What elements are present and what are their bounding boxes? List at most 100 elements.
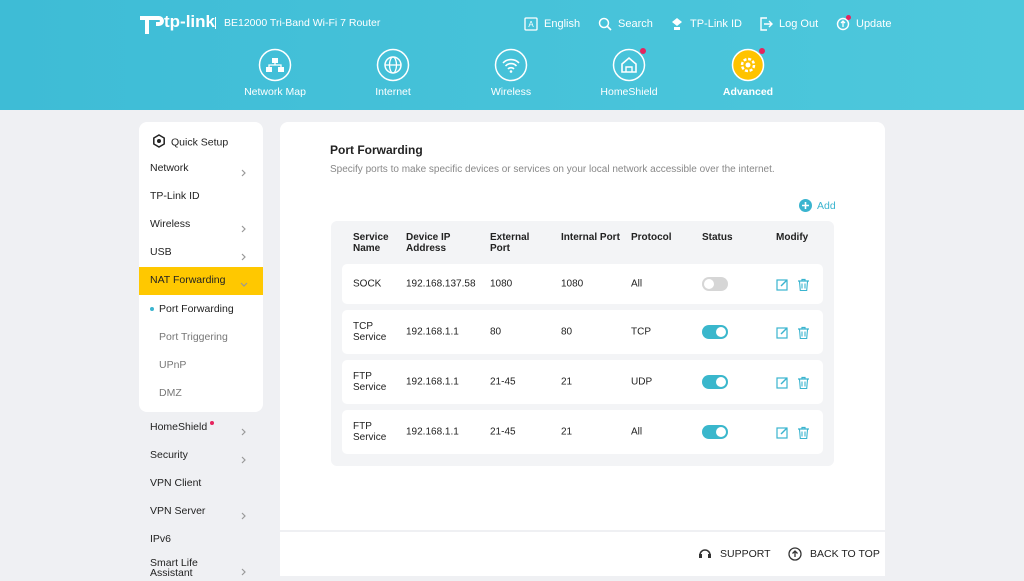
top-link-icon	[670, 17, 684, 31]
sidebar-item[interactable]: USB	[150, 246, 172, 258]
delete-icon[interactable]	[797, 326, 810, 344]
nav-tab-icon-part	[509, 70, 513, 73]
chevron-part	[241, 512, 246, 520]
quick-setup-icon-part	[157, 139, 161, 143]
column-header: Status	[702, 232, 733, 243]
table-cell: All	[631, 426, 643, 438]
table-cell: FTP Service	[353, 371, 387, 393]
sidebar-item[interactable]: Quick Setup	[150, 134, 228, 151]
status-toggle[interactable]	[702, 277, 728, 291]
top-link-icon-part	[672, 18, 682, 30]
table-cell: 21	[561, 376, 573, 388]
nav-tab-icon-part	[740, 57, 756, 73]
edit-icon-part	[780, 327, 788, 335]
status-toggle[interactable]	[702, 425, 728, 439]
sidebar-label: Wireless	[150, 218, 191, 230]
delete-icon-part	[798, 326, 809, 340]
nav-tab-label: Network Map	[244, 86, 306, 98]
top-link[interactable]: A English	[524, 16, 580, 32]
top-icon	[788, 547, 802, 561]
nav-tab-icon-part	[376, 48, 410, 82]
status-toggle[interactable]	[702, 375, 728, 389]
nav-tab[interactable]: Advanced	[693, 48, 803, 98]
edit-icon-part	[776, 427, 788, 439]
sidebar-item[interactable]: Security	[150, 449, 188, 461]
top-link[interactable]: Search	[598, 16, 653, 32]
top-link-icon-part	[674, 27, 680, 30]
toggle-knob	[716, 427, 726, 437]
nav-tab[interactable]: HomeShield	[574, 48, 684, 98]
chevron	[240, 220, 248, 238]
add-button[interactable]: Add	[799, 199, 836, 212]
table-cell: 21-45	[490, 376, 516, 388]
edit-icon[interactable]	[776, 326, 789, 344]
edit-icon[interactable]	[776, 376, 789, 394]
top-link[interactable]: Update	[836, 15, 891, 32]
sidebar-label: Quick Setup	[171, 136, 229, 149]
delete-icon[interactable]	[797, 278, 810, 296]
quick-setup-icon	[152, 134, 166, 151]
delete-icon-part	[798, 326, 809, 330]
support-icon	[699, 549, 711, 558]
nav-tab-icon-part	[278, 67, 284, 72]
chevron-part	[241, 253, 246, 261]
table-cell: TCP Service	[353, 321, 387, 343]
sidebar-label: IPv6	[150, 533, 172, 545]
support-link[interactable]: SUPPORT	[698, 547, 771, 561]
nav-tab-icon-part	[625, 66, 633, 72]
sidebar-subitem[interactable]: UPnP	[159, 359, 187, 371]
delete-icon-part	[798, 376, 809, 380]
edit-icon[interactable]	[776, 278, 789, 296]
back-to-top[interactable]: BACK TO TOP	[788, 547, 880, 561]
toggle-knob	[704, 279, 714, 289]
active-dot	[150, 307, 154, 311]
chevron-part	[241, 169, 246, 177]
top-link-label: Search	[618, 18, 653, 30]
edit-icon[interactable]	[776, 426, 789, 444]
sidebar-item[interactable]: IPv6	[150, 533, 171, 545]
sidebar-item[interactable]: VPN Server	[150, 505, 205, 517]
nav-tab-label: HomeShield	[600, 86, 658, 98]
nav-tab[interactable]: Internet	[338, 48, 448, 98]
nav-tab[interactable]: Wireless	[456, 48, 566, 98]
nav-tab-label: Advanced	[722, 86, 774, 98]
edit-icon-part	[780, 279, 788, 287]
sidebar-item[interactable]: HomeShield	[150, 421, 215, 433]
sidebar-item[interactable]: Network	[150, 162, 189, 174]
sidebar-item[interactable]: Smart Life Assistant	[150, 558, 220, 579]
sidebar-subitem[interactable]: Port Forwarding	[159, 303, 234, 315]
sidebar-item[interactable]: NAT Forwarding	[150, 274, 225, 286]
delete-icon[interactable]	[797, 376, 810, 394]
nav-tab-label: Wireless	[490, 86, 532, 98]
status-toggle[interactable]	[702, 325, 728, 339]
toggle-knob	[716, 377, 726, 387]
column-header: Service Name	[353, 232, 389, 254]
sidebar-label: Network	[150, 162, 189, 174]
delete-icon[interactable]	[797, 426, 810, 444]
delete-icon-part	[798, 281, 809, 292]
sidebar-label: VPN Client	[150, 477, 202, 489]
top-link-icon-part	[760, 17, 773, 31]
nav-tab[interactable]: Network Map	[220, 48, 330, 98]
table-cell: 192.168.1.1	[406, 426, 459, 438]
table-row: TCP Service 192.168.1.1 80 80 TCP	[342, 310, 823, 354]
top-link[interactable]: Log Out	[759, 16, 818, 32]
edit-icon-part	[780, 377, 788, 385]
sidebar-subitem[interactable]: Port Triggering	[159, 331, 228, 343]
sidebar-item[interactable]: VPN Client	[150, 477, 201, 489]
nav-tab-icon	[494, 48, 528, 82]
edit-icon-part	[776, 279, 788, 291]
top-link-icon-part	[672, 18, 682, 26]
sidebar-item[interactable]: TP-Link ID	[150, 190, 200, 202]
nav-tab-icon-part	[621, 56, 637, 73]
sidebar-subitem[interactable]: DMZ	[159, 387, 182, 399]
sidebar-item[interactable]: Wireless	[150, 218, 190, 230]
chevron	[240, 164, 248, 182]
delete-icon-part	[798, 426, 809, 440]
nav-tab-icon-part	[376, 48, 410, 82]
top-link-label: TP-Link ID	[690, 18, 742, 30]
top-link[interactable]: TP-Link ID	[670, 16, 742, 32]
notify-dot	[759, 48, 765, 54]
sidebar-label: USB	[150, 246, 172, 258]
chevron-part	[240, 282, 248, 287]
